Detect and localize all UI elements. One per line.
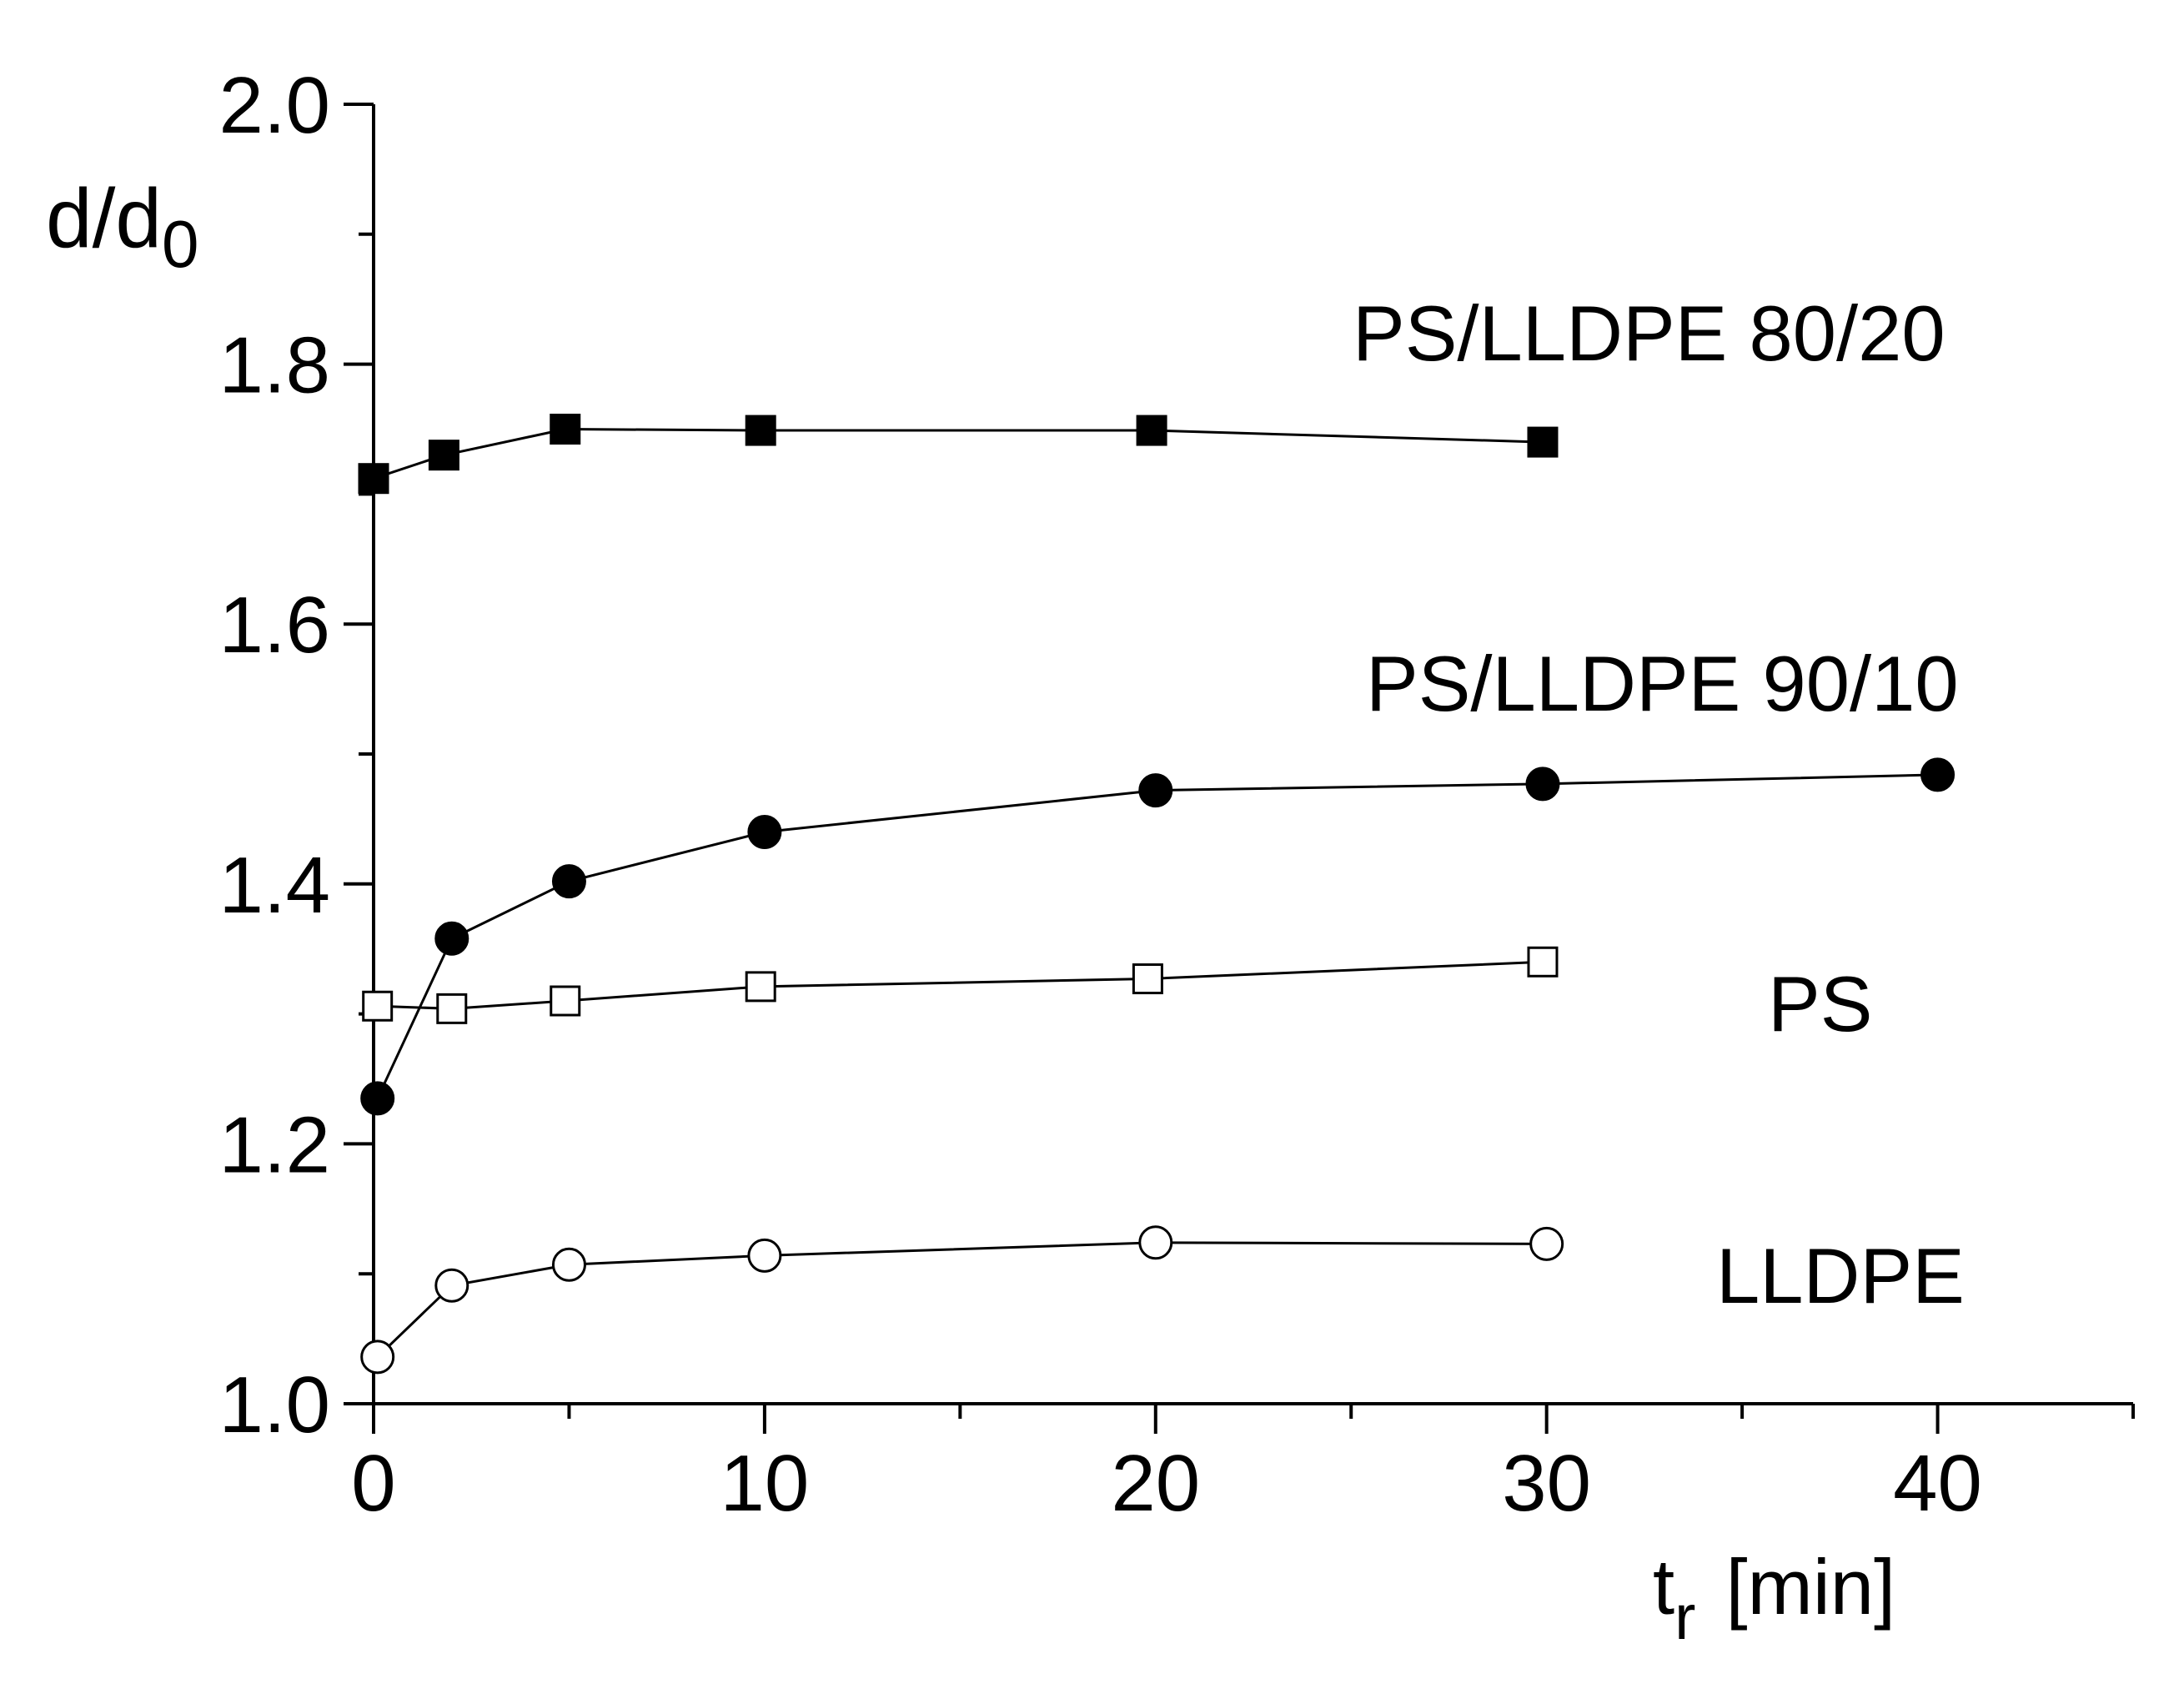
- y-axis-label: d/d0: [46, 172, 199, 281]
- axes: 1.0 1.2 1.4 1.6 1.8 2.0 0 10 20 30 40: [219, 61, 2135, 1528]
- x-tick-label: 20: [1111, 1439, 1200, 1528]
- y-tick-label: 1.2: [219, 1100, 330, 1189]
- y-axis-label-main: d/d: [46, 172, 162, 265]
- data-point-ps-lldpe-80-20: [428, 440, 459, 471]
- series-label-ps: PS: [1768, 960, 1872, 1048]
- y-tick-label: 1.8: [219, 321, 330, 410]
- x-tick-label: 30: [1502, 1439, 1591, 1528]
- data-point-ps-lldpe-90-10: [747, 814, 782, 849]
- data-point-ps: [1132, 963, 1163, 995]
- data-point-ps-lldpe-80-20: [358, 463, 389, 495]
- series-label-ps-lldpe-90-10: PS/LLDPE 90/10: [1366, 640, 1959, 727]
- y-tick-label: 1.6: [219, 581, 330, 670]
- series-label-ps-lldpe-80-20: PS/LLDPE 80/20: [1353, 289, 1946, 377]
- series-markers: [358, 414, 1956, 1375]
- y-tick-label: 1.4: [219, 841, 330, 930]
- x-tick-label: 40: [1893, 1439, 1982, 1528]
- data-point-ps: [1527, 946, 1559, 978]
- x-axis-label-main: t: [1653, 1543, 1674, 1631]
- x-axis-label-unit: [min]: [1725, 1543, 1895, 1631]
- data-point-ps-lldpe-90-10: [434, 921, 469, 956]
- data-point-ps-lldpe-90-10: [1920, 757, 1956, 792]
- data-point-ps-lldpe-80-20: [550, 414, 581, 445]
- data-point-ps: [550, 985, 581, 1017]
- data-point-lldpe: [434, 1268, 469, 1303]
- data-point-lldpe: [551, 1247, 586, 1282]
- series-lines: [373, 427, 1938, 1358]
- data-point-ps-lldpe-90-10: [1525, 767, 1560, 802]
- data-point-ps: [745, 971, 776, 1003]
- data-point-lldpe: [747, 1238, 782, 1273]
- series-line-lldpe: [376, 1241, 1547, 1358]
- x-axis-label: tr [min]: [1653, 1543, 1895, 1653]
- data-point-ps-lldpe-90-10: [1138, 773, 1173, 808]
- data-point-ps-lldpe-80-20: [1136, 415, 1167, 446]
- series-labels: PS/LLDPE 80/20 PS/LLDPE 90/10 PS LLDPE: [1353, 289, 1965, 1319]
- series-label-lldpe: LLDPE: [1716, 1232, 1965, 1319]
- x-axis-label-subscript: r: [1674, 1582, 1695, 1653]
- data-point-lldpe: [1138, 1225, 1173, 1260]
- series-line-ps-lldpe-80-20: [373, 427, 1544, 480]
- data-point-ps: [436, 993, 468, 1024]
- y-tick-label: 2.0: [219, 61, 330, 150]
- y-axis-label-subscript: 0: [162, 207, 199, 281]
- x-tick-label: 10: [720, 1439, 809, 1528]
- data-point-lldpe: [1529, 1226, 1564, 1261]
- series-line-ps-lldpe-90-10: [376, 773, 1938, 1099]
- data-point-ps-lldpe-90-10: [360, 1081, 395, 1116]
- data-point-lldpe: [360, 1340, 395, 1375]
- data-point-ps-lldpe-80-20: [1527, 426, 1559, 458]
- y-tick-label: 1.0: [219, 1360, 330, 1450]
- x-tick-label: 0: [351, 1439, 395, 1528]
- data-point-ps-lldpe-90-10: [551, 864, 586, 899]
- data-point-ps: [362, 990, 394, 1022]
- data-point-ps-lldpe-80-20: [745, 415, 776, 446]
